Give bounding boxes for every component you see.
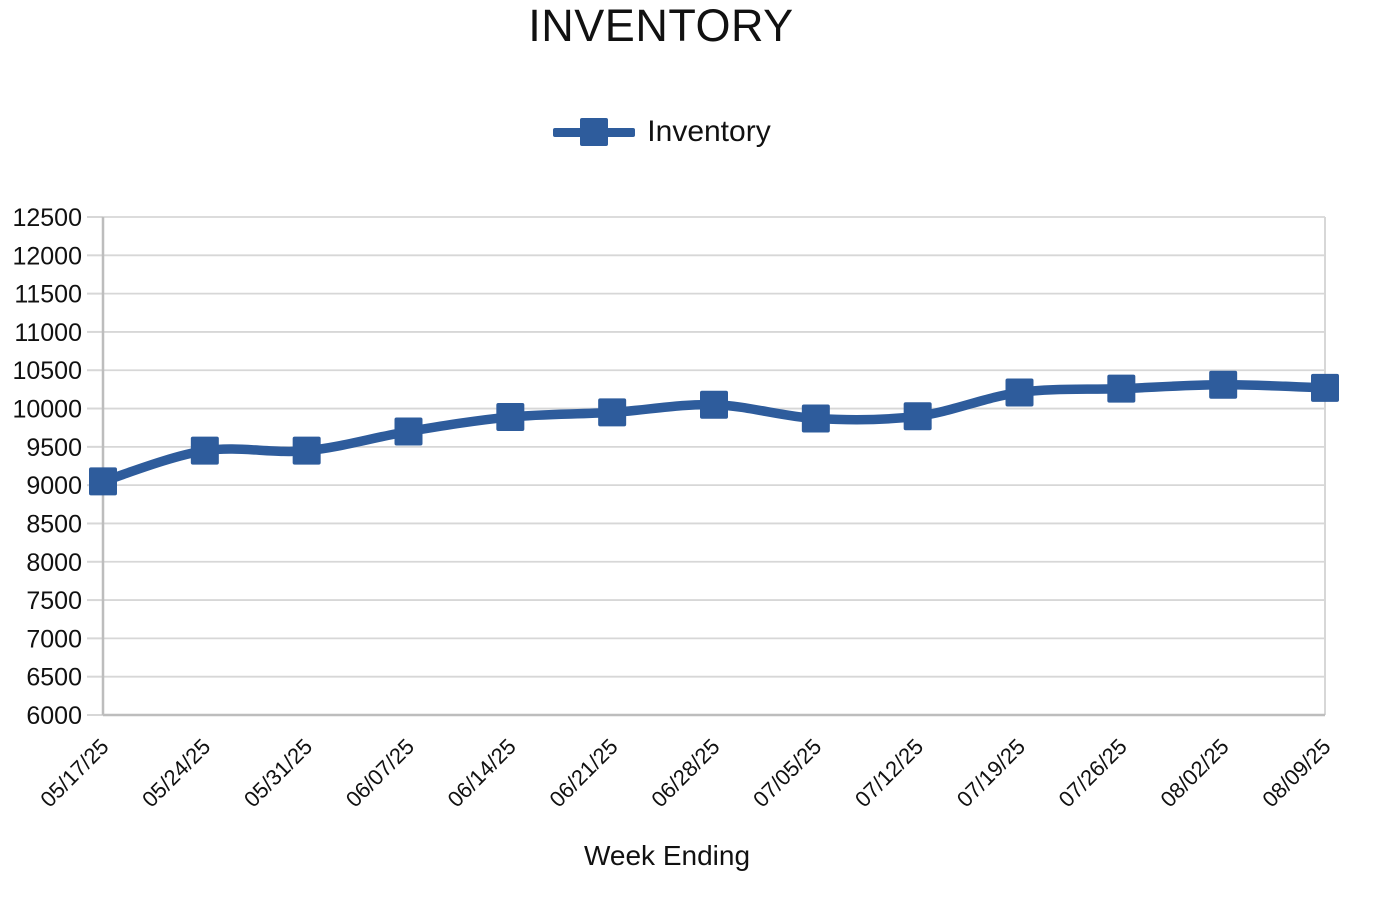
legend-series-label: Inventory	[647, 115, 771, 148]
x-tick-label: 07/05/25	[748, 734, 826, 812]
y-tick-label: 12500	[12, 204, 82, 232]
y-tick-label: 9500	[26, 434, 82, 462]
data-point-marker	[1209, 370, 1238, 399]
data-point-marker	[496, 402, 525, 431]
x-tick-label: 06/07/25	[341, 734, 419, 812]
y-tick-label: 11500	[14, 281, 82, 309]
y-tick-label: 10000	[12, 396, 82, 424]
x-tick-label: 06/14/25	[443, 734, 521, 812]
x-tick-label: 07/12/25	[850, 734, 928, 812]
y-tick-label: 7500	[26, 587, 82, 615]
y-tick-label: 6500	[26, 664, 82, 692]
y-tick-label: 8000	[26, 549, 82, 577]
data-point-marker	[89, 467, 117, 496]
x-tick-label: 07/19/25	[952, 734, 1030, 812]
x-tick-label: 05/24/25	[137, 734, 215, 812]
data-point-marker	[801, 404, 830, 433]
data-point-marker	[700, 390, 728, 419]
chart-title: INVENTORY	[528, 0, 794, 51]
legend-square-marker-icon	[580, 118, 609, 146]
data-point-marker	[292, 436, 321, 465]
data-point-marker	[190, 436, 219, 465]
x-tick-label: 06/28/25	[646, 734, 724, 812]
x-tick-label: 05/17/25	[35, 734, 113, 812]
legend: Inventory	[0, 110, 1324, 154]
y-tick-label: 9000	[26, 472, 82, 500]
y-tick-label: 10500	[12, 357, 82, 385]
data-point-marker	[1005, 378, 1034, 407]
y-tick-label: 6000	[26, 702, 82, 730]
x-tick-label: 07/26/25	[1054, 734, 1132, 812]
x-tick-label: 08/09/25	[1257, 734, 1335, 812]
y-tick-label: 8500	[26, 510, 82, 538]
data-point-marker	[1107, 374, 1136, 403]
data-point-marker	[394, 417, 423, 446]
data-point-marker	[598, 398, 627, 427]
x-tick-label: 08/02/25	[1155, 734, 1233, 812]
x-axis-title: Week Ending	[583, 840, 751, 871]
y-tick-label: 12000	[12, 242, 82, 270]
x-tick-label: 06/21/25	[544, 734, 622, 812]
data-point-marker	[1311, 373, 1339, 402]
x-tick-label: 05/31/25	[239, 734, 317, 812]
y-tick-label: 11000	[14, 319, 82, 347]
legend-line-marker-icon	[553, 118, 636, 146]
y-tick-label: 7000	[26, 625, 82, 653]
data-point-marker	[903, 402, 932, 431]
